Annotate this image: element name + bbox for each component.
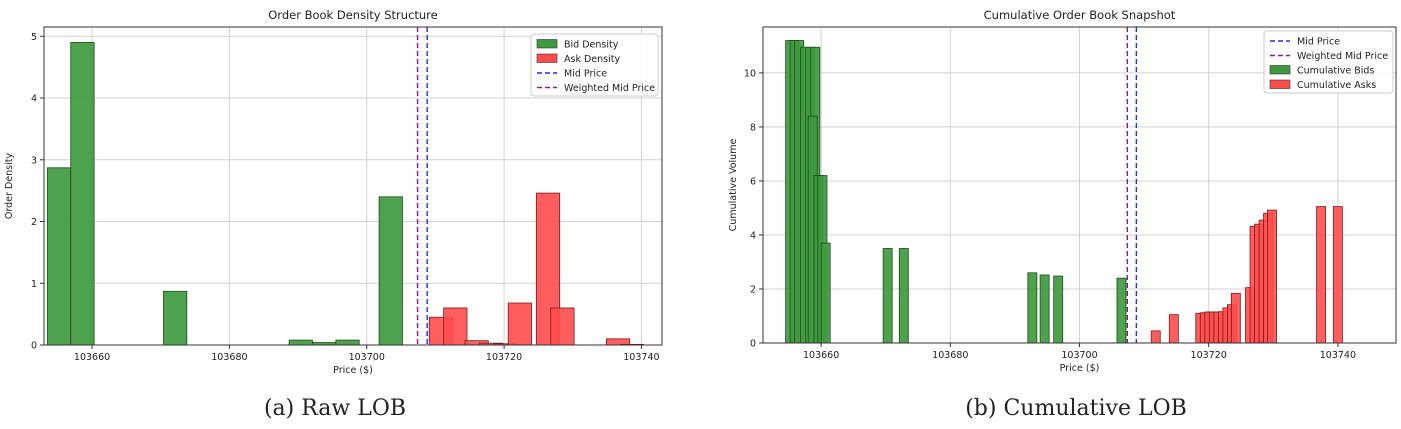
bid-bar: [1053, 275, 1064, 344]
bid-bar: [1039, 274, 1050, 344]
y-axis-label: Cumulative Volume: [728, 139, 739, 232]
panel-raw-lob: 103660 103680 103700 103720 103740 0 1 2 3 4 5 Orde…: [0, 0, 700, 429]
bid-bar: [820, 242, 831, 344]
chart-title: Order Book Density Structure: [268, 8, 438, 22]
x-axis-label: Price ($): [1060, 363, 1100, 374]
legend-cumulative-bids-swatch: [1269, 65, 1291, 75]
legend: Mid Price Weighted Mid Price Cumulative Bi…: [1263, 30, 1394, 94]
y-tick-label: 4: [750, 230, 756, 241]
legend-label: Weighted Mid Price: [1297, 51, 1388, 62]
ask-bar: [443, 307, 468, 346]
x-tick-label: 103740: [1320, 350, 1356, 361]
legend-label: Weighted Mid Price: [564, 83, 655, 94]
chart-cumulative-order-book: 103660 103680 103700 103720 103740 0 2 4 6 8 10 Cum…: [728, 8, 1397, 374]
ask-bar: [1230, 292, 1241, 344]
y-tick-label: 1: [31, 279, 37, 290]
legend-label: Ask Density: [564, 54, 620, 65]
legend-cumulative-asks-swatch: [1269, 79, 1291, 89]
legend-box: [1263, 30, 1394, 94]
legend-label: Mid Price: [564, 69, 607, 80]
bid-bar: [163, 290, 188, 346]
legend-label: Cumulative Bids: [1297, 66, 1374, 77]
bid-bar: [898, 248, 909, 344]
y-tick-label: 6: [750, 176, 756, 187]
ask-bar: [1316, 206, 1326, 344]
ask-bar: [1267, 209, 1277, 344]
x-tick-label: 103660: [803, 350, 839, 361]
y-tick-label: 0: [31, 341, 37, 352]
ask-bar: [507, 302, 532, 346]
caption-raw-lob: (a) Raw LOB: [263, 396, 407, 421]
x-tick-label: 103680: [211, 352, 247, 363]
legend-bid-density-swatch: [536, 39, 558, 49]
x-tick-label: 103660: [74, 352, 110, 363]
chart-title: Cumulative Order Book Snapshot: [984, 8, 1176, 22]
y-tick-label: 2: [750, 284, 756, 295]
legend-box: [530, 33, 659, 97]
plot-frame: [43, 26, 663, 346]
x-tick-label: 103700: [1061, 350, 1097, 361]
ask-bar: [1332, 206, 1343, 344]
x-tick-label: 103720: [486, 352, 522, 363]
ask-bar: [1150, 330, 1161, 344]
panel-cumulative-lob: 103660 103680 103700 103720 103740 0 2 4 6 8 10 Cum…: [701, 0, 1401, 429]
y-tick-label: 3: [31, 155, 37, 166]
bid-bar: [1027, 272, 1038, 344]
legend-ask-density-swatch: [536, 53, 558, 63]
legend: Bid Density Ask Density Mid Price Weighted …: [530, 33, 659, 97]
ask-bar: [550, 307, 575, 346]
y-axis-label: Order Density: [4, 153, 15, 220]
chart-order-book-density: 103660 103680 103700 103720 103740 0 1 2 3 4 5 Orde…: [4, 8, 663, 376]
x-axis-label: Price ($): [333, 365, 373, 376]
bid-bar: [288, 339, 313, 346]
x-tick-label: 103680: [932, 350, 968, 361]
x-tick-label: 103720: [1191, 350, 1227, 361]
y-tick-label: 4: [31, 94, 37, 105]
y-tick-label: 2: [31, 217, 37, 228]
bid-bar: [1116, 277, 1127, 344]
legend-label: Bid Density: [564, 40, 619, 51]
ask-bar: [1168, 314, 1179, 344]
bid-bar: [335, 339, 360, 346]
y-tick-label: 0: [750, 339, 756, 350]
x-tick-label: 103740: [623, 352, 659, 363]
bid-bar: [882, 248, 893, 344]
bid-bar: [378, 196, 403, 346]
x-tick-label: 103700: [349, 352, 385, 363]
caption-cumulative-lob: (b) Cumulative LOB: [965, 396, 1187, 421]
bid-bar: [47, 167, 72, 346]
y-tick-label: 10: [744, 68, 756, 79]
y-tick-label: 5: [31, 32, 37, 43]
bid-bar: [70, 42, 95, 346]
legend-label: Mid Price: [1297, 37, 1340, 48]
y-tick-label: 8: [750, 122, 756, 133]
legend-label: Cumulative Asks: [1297, 80, 1376, 91]
